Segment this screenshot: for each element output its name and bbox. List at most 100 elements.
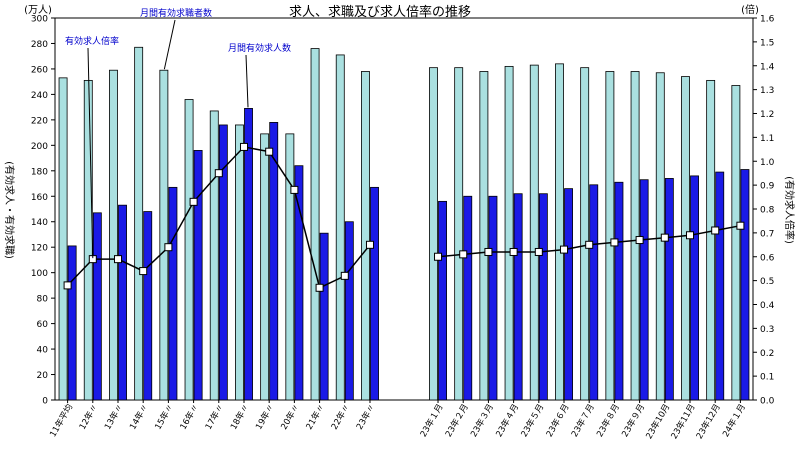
x-tick-label: 20年〃 — [279, 402, 302, 432]
x-tick-label: 24年１月 — [720, 402, 748, 439]
ratio-point — [660, 233, 669, 242]
ratio-point — [214, 169, 223, 178]
left-tick-label: 0 — [42, 397, 48, 407]
right-axis-label: (有効求人倍率) — [783, 176, 796, 244]
job-openings-bar — [463, 195, 473, 401]
job-seekers-bar — [335, 54, 345, 401]
x-tick-label: 23年〃 — [354, 402, 377, 432]
job-openings-bar — [715, 171, 725, 401]
bars — [58, 46, 750, 401]
ratio-point — [610, 238, 619, 247]
job-openings-bar — [513, 193, 523, 401]
x-tick-label: 21年〃 — [304, 402, 327, 432]
ratio-point — [63, 281, 72, 290]
x-tick-label: 11年平均 — [48, 402, 76, 439]
annotation-label: 月間有効求職者数 — [140, 7, 212, 19]
right-tick-label: 0.8 — [760, 206, 775, 216]
axes — [51, 17, 757, 403]
ratio-point — [365, 240, 374, 249]
right-tick-label: 0.9 — [760, 182, 775, 192]
left-tick-label: 260 — [31, 65, 48, 75]
job-openings-bar — [344, 221, 354, 401]
right-tick-label: 0.7 — [760, 229, 774, 239]
job-openings-bar — [589, 184, 599, 401]
x-tick-label: 18年〃 — [228, 402, 251, 432]
job-seekers-bar — [361, 71, 370, 401]
annotation-leader — [245, 54, 249, 108]
annotation-leader — [163, 19, 176, 70]
x-tick-label: 17年〃 — [203, 402, 226, 432]
x-tick-label: 14年〃 — [127, 402, 150, 432]
left-unit-label: (万人) — [24, 4, 52, 16]
annotation-label: 有効求人倍率 — [65, 35, 119, 47]
x-tick-label: 23年３月 — [468, 402, 496, 439]
left-tick-label: 120 — [31, 244, 48, 254]
right-tick-label: 0.5 — [760, 277, 774, 287]
ratio-point — [560, 245, 569, 254]
right-tick-label: 1.0 — [760, 158, 775, 168]
right-tick-label: 0.1 — [760, 373, 774, 383]
x-tick-label: 12年〃 — [77, 402, 100, 432]
x-tick-label: 13年〃 — [102, 402, 125, 432]
job-openings-bar — [488, 195, 498, 401]
job-openings-bar — [538, 193, 548, 401]
job-seekers-bar — [58, 77, 68, 401]
job-openings-bar — [143, 211, 153, 401]
x-tick-label: 22年〃 — [329, 402, 352, 432]
x-tick-label: 23年12月 — [694, 402, 723, 441]
x-tick-label: 23年７月 — [569, 402, 597, 439]
right-tick-label: 0.6 — [760, 253, 775, 263]
ratio-point — [113, 255, 122, 264]
job-seekers-bar — [605, 71, 615, 401]
right-tick-label: 0.3 — [760, 325, 774, 335]
ratio-point — [315, 283, 324, 292]
x-tick-label: 15年〃 — [153, 402, 176, 432]
left-tick-label: 300 — [31, 15, 48, 25]
job-openings-bar — [218, 124, 228, 401]
ratio-point — [484, 247, 493, 256]
x-tick-label: 23年11月 — [669, 402, 698, 441]
ratio-point — [459, 250, 468, 259]
left-tick-label: 40 — [37, 346, 49, 356]
job-seekers-bar — [630, 71, 640, 401]
ratio-point — [239, 142, 248, 151]
x-tick-label: 23年８月 — [594, 402, 622, 439]
job-seekers-bar — [580, 67, 590, 401]
annotation-label: 月間有効求人数 — [228, 42, 291, 54]
x-tick-label: 23年１月 — [418, 402, 446, 439]
right-tick-label: 1.6 — [760, 15, 775, 25]
left-tick-label: 100 — [31, 269, 48, 279]
job-seekers-bar — [529, 64, 539, 401]
x-tick-label: 23年２月 — [443, 402, 471, 439]
ratio-point — [534, 247, 543, 256]
left-axis-label: (有効求人・有効求職) — [3, 161, 16, 259]
job-seekers-bar — [235, 124, 244, 401]
job-seekers-bar — [706, 79, 716, 401]
job-seekers-bar — [285, 133, 295, 401]
x-tick-label: 23年６月 — [544, 402, 572, 439]
job-seekers-bar — [731, 85, 741, 401]
job-openings-bar — [438, 200, 447, 401]
right-tick-label: 1.2 — [760, 110, 774, 120]
job-seekers-bar — [260, 133, 270, 401]
ratio-point — [340, 271, 349, 280]
x-tick-label: 16年〃 — [178, 402, 201, 432]
ratio-point — [434, 252, 443, 261]
ratio-point — [686, 231, 695, 240]
ratio-point — [164, 243, 173, 252]
job-openings-bar — [294, 165, 304, 401]
job-seekers-bar — [134, 46, 144, 401]
ratio-line — [63, 142, 745, 292]
job-seekers-bar — [83, 79, 93, 401]
ratio-point — [265, 147, 274, 156]
ratio-point — [585, 240, 594, 249]
left-tick-label: 220 — [31, 116, 48, 126]
job-openings-bar — [690, 175, 699, 401]
job-openings-bar — [67, 245, 77, 401]
x-tick-label: 23年10月 — [644, 402, 673, 441]
job-openings-bar — [269, 122, 279, 401]
right-tick-label: 0.0 — [760, 397, 775, 407]
job-seekers-bar — [454, 67, 464, 401]
job-openings-bar — [92, 212, 102, 401]
